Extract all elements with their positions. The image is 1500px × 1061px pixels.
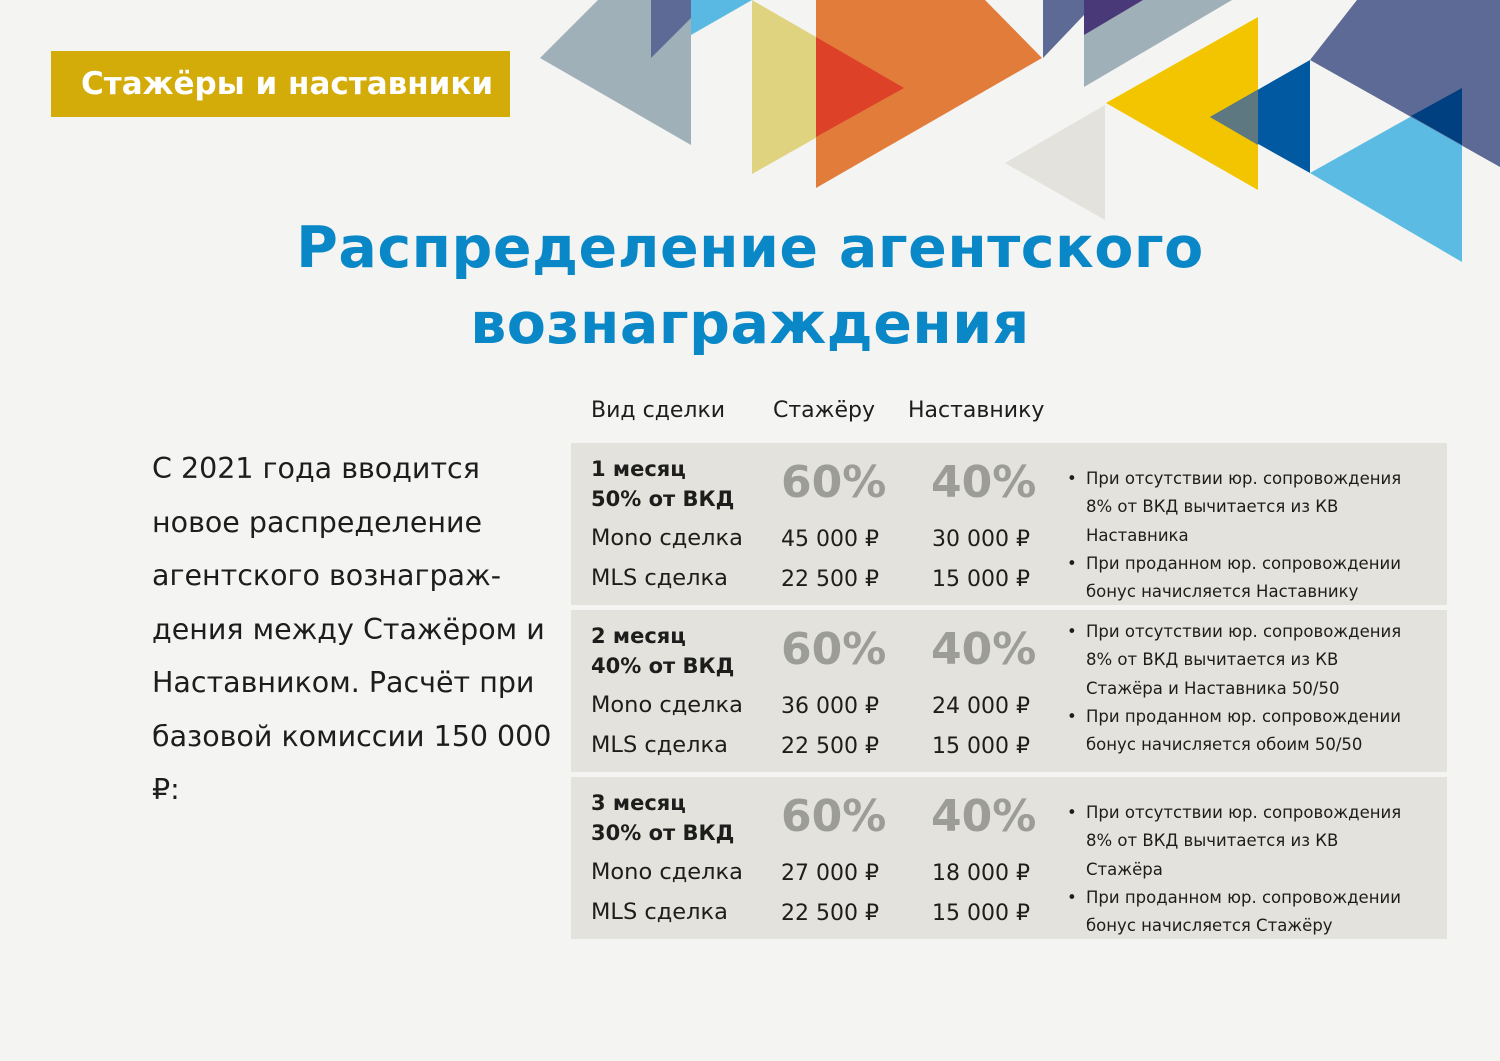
note-item: При проданном юр. сопровождении бонус на…: [1067, 703, 1412, 760]
intern-percent: 60%: [781, 791, 887, 842]
note-item: При проданном юр. сопровождении бонус на…: [1067, 550, 1412, 607]
mls-mentor-amount: 15 000 ₽: [932, 734, 1030, 759]
notes-list: При отсутствии юр. сопровождения 8% от В…: [1067, 799, 1412, 940]
notes-list: При отсутствии юр. сопровождения 8% от В…: [1067, 618, 1412, 759]
share-label: 40% от ВКД: [591, 654, 735, 678]
column-header-intern: Стажёру: [773, 398, 875, 423]
period-label: 3 месяц: [591, 791, 686, 815]
mentor-percent: 40%: [931, 791, 1037, 842]
intern-percent: 60%: [781, 624, 887, 675]
mls-intern-amount: 22 500 ₽: [781, 567, 879, 592]
period-label: 1 месяц: [591, 457, 686, 481]
note-item: При отсутствии юр. сопровождения 8% от В…: [1067, 618, 1412, 703]
share-label: 50% от ВКД: [591, 487, 735, 511]
mls-label: MLS сделка: [591, 565, 728, 591]
intro-text: С 2021 года вводится новое распределение…: [152, 452, 552, 806]
mono-intern-amount: 36 000 ₽: [781, 694, 879, 719]
mls-label: MLS сделка: [591, 732, 728, 758]
decorative-triangles: [540, 0, 1500, 262]
section-tag: Стажёры и наставники: [51, 51, 510, 117]
period-block: 2 месяц 40% от ВКД 60% 40% Mono сделка 3…: [571, 610, 1447, 772]
column-header-deal-type: Вид сделки: [591, 398, 726, 423]
mono-mentor-amount: 30 000 ₽: [932, 527, 1030, 552]
mentor-percent: 40%: [931, 457, 1037, 508]
mls-intern-amount: 22 500 ₽: [781, 734, 879, 759]
title-line-1: Распределение агентского: [296, 215, 1204, 281]
intern-percent: 60%: [781, 457, 887, 508]
mentor-percent: 40%: [931, 624, 1037, 675]
note-item: При отсутствии юр. сопровождения 8% от В…: [1067, 799, 1412, 884]
period-label: 2 месяц: [591, 624, 686, 648]
title-line-2: вознаграждения: [470, 291, 1030, 357]
note-item: При отсутствии юр. сопровождения 8% от В…: [1067, 465, 1412, 550]
period-block: 1 месяц 50% от ВКД 60% 40% Mono сделка 4…: [571, 443, 1447, 605]
mono-mentor-amount: 18 000 ₽: [932, 861, 1030, 886]
column-header-mentor: Наставнику: [908, 398, 1045, 423]
period-block: 3 месяц 30% от ВКД 60% 40% Mono сделка 2…: [571, 777, 1447, 939]
mono-intern-amount: 45 000 ₽: [781, 527, 879, 552]
notes-list: При отсутствии юр. сопровождения 8% от В…: [1067, 465, 1412, 606]
mls-intern-amount: 22 500 ₽: [781, 901, 879, 926]
mls-label: MLS сделка: [591, 899, 728, 925]
mono-intern-amount: 27 000 ₽: [781, 861, 879, 886]
mls-mentor-amount: 15 000 ₽: [932, 901, 1030, 926]
mono-label: Mono сделка: [591, 525, 743, 551]
mono-mentor-amount: 24 000 ₽: [932, 694, 1030, 719]
mls-mentor-amount: 15 000 ₽: [932, 567, 1030, 592]
share-label: 30% от ВКД: [591, 821, 735, 845]
mono-label: Mono сделка: [591, 692, 743, 718]
mono-label: Mono сделка: [591, 859, 743, 885]
page-title: Распределение агентского вознаграждения: [0, 210, 1500, 362]
note-item: При проданном юр. сопровождении бонус на…: [1067, 884, 1412, 941]
